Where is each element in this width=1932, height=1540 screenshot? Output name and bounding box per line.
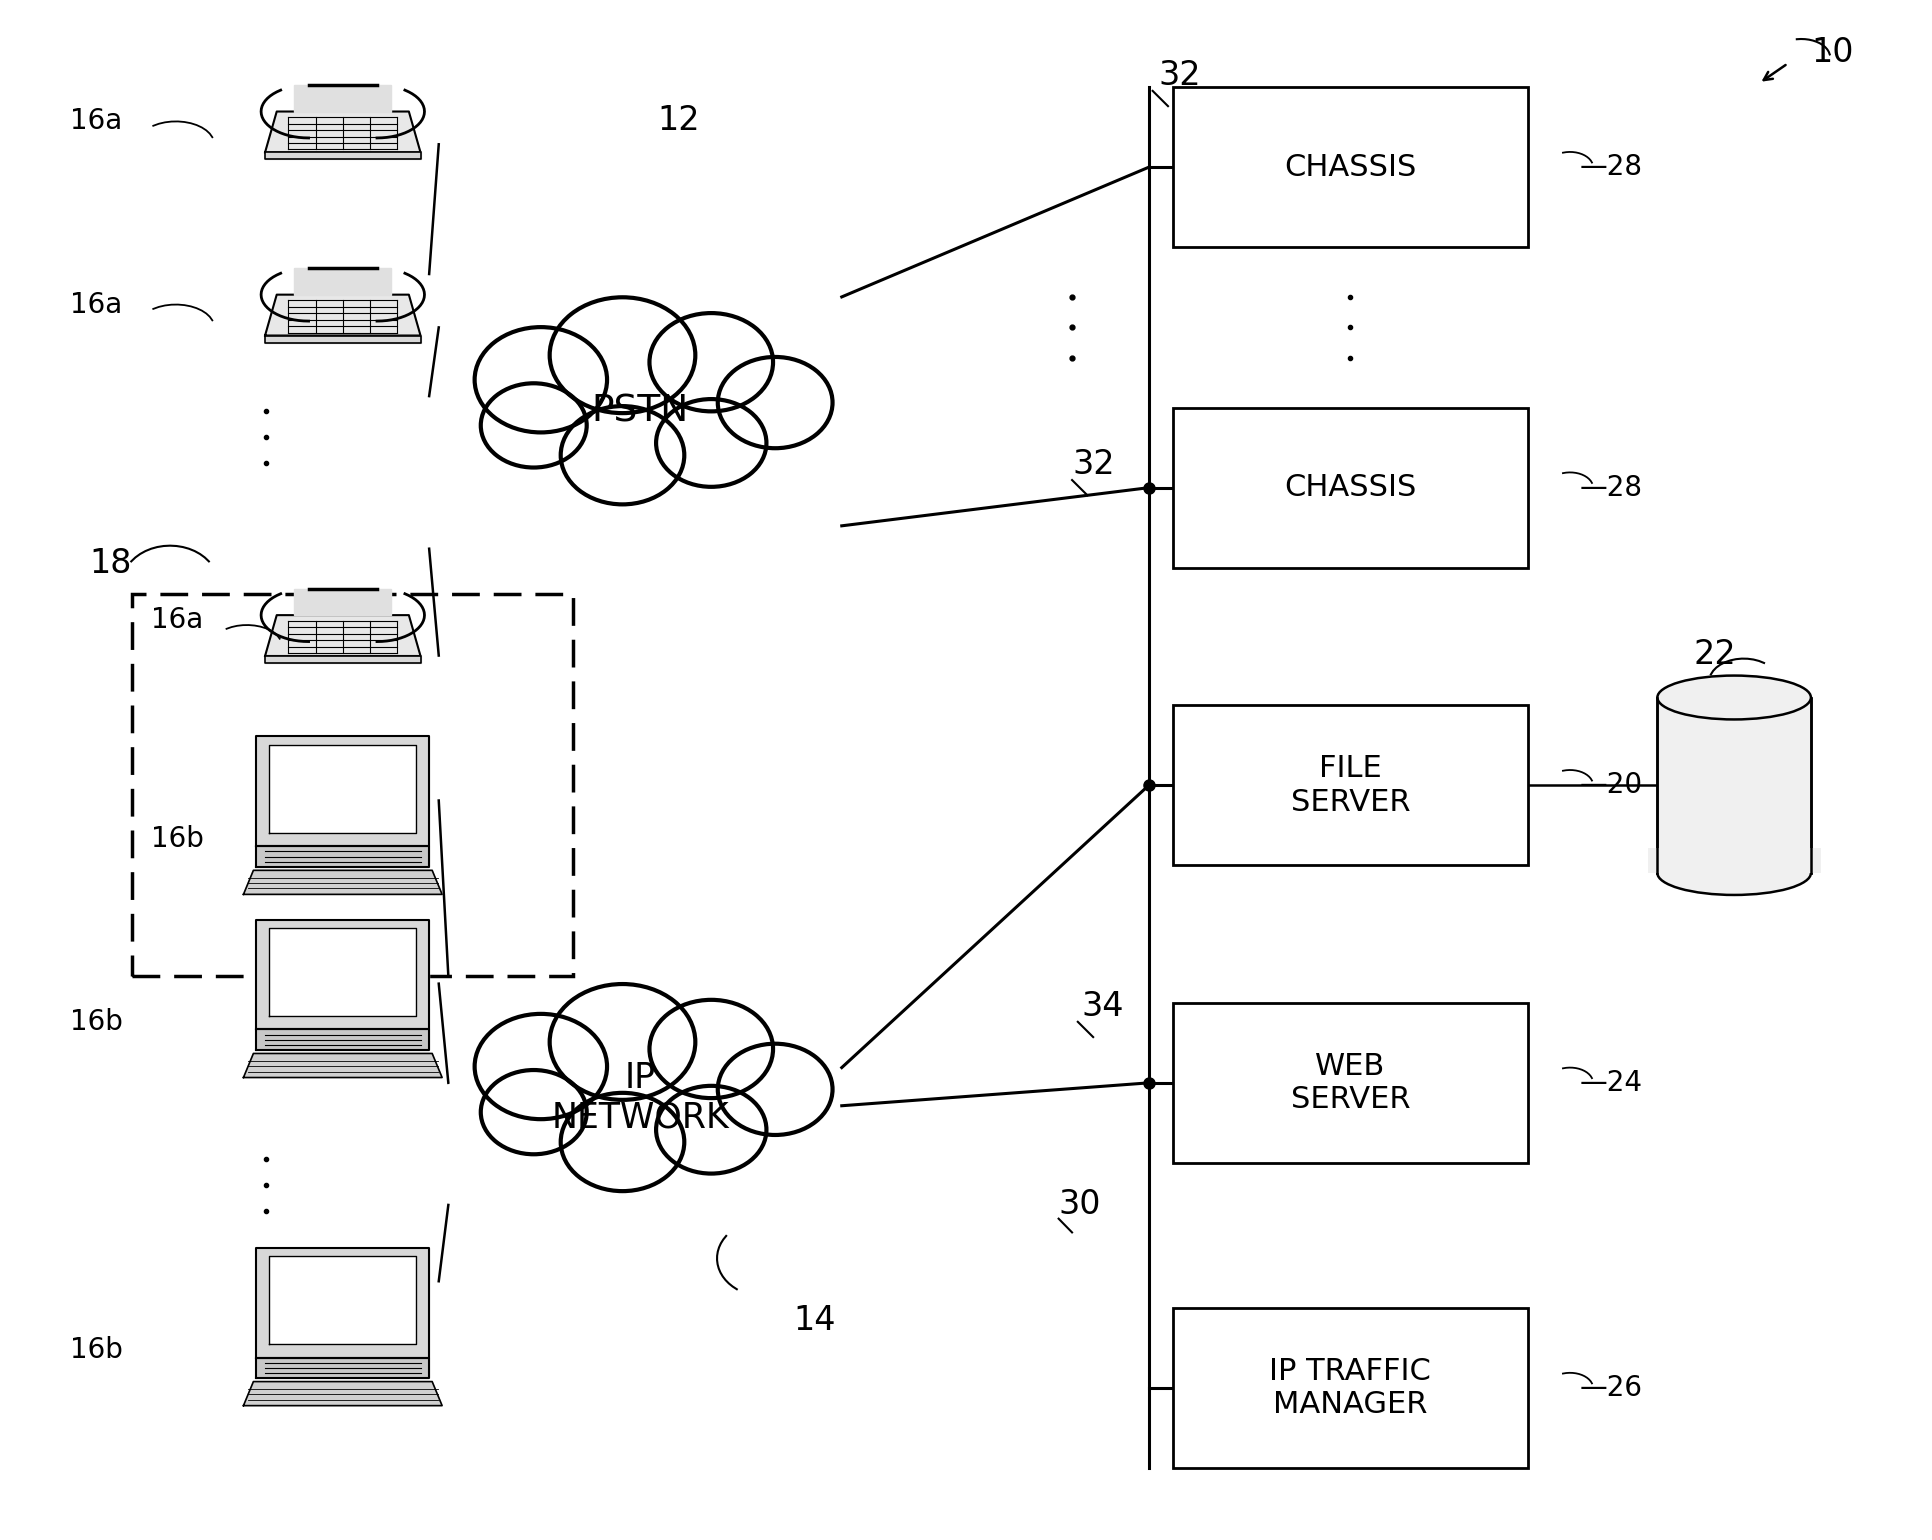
Polygon shape xyxy=(257,1029,429,1050)
Ellipse shape xyxy=(1656,676,1810,719)
Polygon shape xyxy=(265,614,421,656)
Polygon shape xyxy=(257,736,429,847)
Bar xyxy=(1173,1003,1526,1163)
Text: —28: —28 xyxy=(1578,474,1642,502)
Bar xyxy=(1646,849,1820,873)
Polygon shape xyxy=(257,919,429,1029)
Polygon shape xyxy=(269,929,415,1016)
Circle shape xyxy=(560,1093,684,1190)
Ellipse shape xyxy=(444,1036,835,1160)
Circle shape xyxy=(717,357,833,448)
Polygon shape xyxy=(265,294,421,336)
Text: 16a: 16a xyxy=(70,108,122,136)
Polygon shape xyxy=(294,588,390,614)
Polygon shape xyxy=(265,111,421,152)
Text: —24: —24 xyxy=(1578,1069,1642,1096)
Circle shape xyxy=(481,383,587,468)
Polygon shape xyxy=(243,1381,442,1406)
Circle shape xyxy=(717,1044,833,1135)
Circle shape xyxy=(475,326,607,433)
Text: CHASSIS: CHASSIS xyxy=(1283,152,1416,182)
Text: 16b: 16b xyxy=(70,1007,124,1036)
Text: 34: 34 xyxy=(1082,990,1124,1023)
Ellipse shape xyxy=(1656,852,1810,895)
Bar xyxy=(1173,705,1526,865)
Polygon shape xyxy=(243,870,442,895)
Text: 10: 10 xyxy=(1810,37,1853,69)
Text: 16b: 16b xyxy=(70,1335,124,1364)
Bar xyxy=(1173,1307,1526,1468)
Text: IP TRAFFIC
MANAGER: IP TRAFFIC MANAGER xyxy=(1269,1357,1430,1420)
Circle shape xyxy=(475,1013,607,1120)
Bar xyxy=(1656,698,1810,873)
Polygon shape xyxy=(294,85,390,111)
Bar xyxy=(1173,408,1526,568)
Polygon shape xyxy=(294,268,390,294)
Circle shape xyxy=(649,999,773,1098)
Polygon shape xyxy=(257,847,429,867)
Text: WEB
SERVER: WEB SERVER xyxy=(1291,1052,1410,1113)
Text: CHASSIS: CHASSIS xyxy=(1283,473,1416,502)
Text: PSTN: PSTN xyxy=(591,393,688,430)
Text: 32: 32 xyxy=(1157,59,1200,92)
Text: 22: 22 xyxy=(1692,638,1735,671)
Circle shape xyxy=(655,1086,765,1173)
Circle shape xyxy=(549,984,696,1100)
Text: 30: 30 xyxy=(1059,1189,1101,1221)
Circle shape xyxy=(549,297,696,413)
Text: —26: —26 xyxy=(1578,1374,1642,1401)
Polygon shape xyxy=(257,1247,429,1358)
Polygon shape xyxy=(265,152,421,159)
Text: FILE
SERVER: FILE SERVER xyxy=(1291,755,1410,816)
Ellipse shape xyxy=(444,350,835,473)
Text: 16b: 16b xyxy=(151,825,203,853)
Polygon shape xyxy=(265,336,421,342)
Polygon shape xyxy=(265,656,421,664)
Text: 18: 18 xyxy=(89,548,131,581)
Polygon shape xyxy=(243,1053,442,1078)
Polygon shape xyxy=(269,1257,415,1344)
Polygon shape xyxy=(269,745,415,833)
Text: IP
NETWORK: IP NETWORK xyxy=(551,1061,728,1135)
Circle shape xyxy=(649,313,773,411)
Text: 16a: 16a xyxy=(70,291,122,319)
Text: 12: 12 xyxy=(657,103,699,137)
Circle shape xyxy=(560,407,684,505)
Text: 14: 14 xyxy=(794,1304,837,1337)
Text: 16a: 16a xyxy=(151,607,203,634)
Polygon shape xyxy=(257,1358,429,1378)
Text: —28: —28 xyxy=(1578,152,1642,182)
Text: —20: —20 xyxy=(1578,772,1642,799)
Circle shape xyxy=(481,1070,587,1155)
Bar xyxy=(131,594,572,976)
Circle shape xyxy=(655,399,765,487)
Bar xyxy=(1173,88,1526,248)
Text: 32: 32 xyxy=(1072,448,1115,482)
